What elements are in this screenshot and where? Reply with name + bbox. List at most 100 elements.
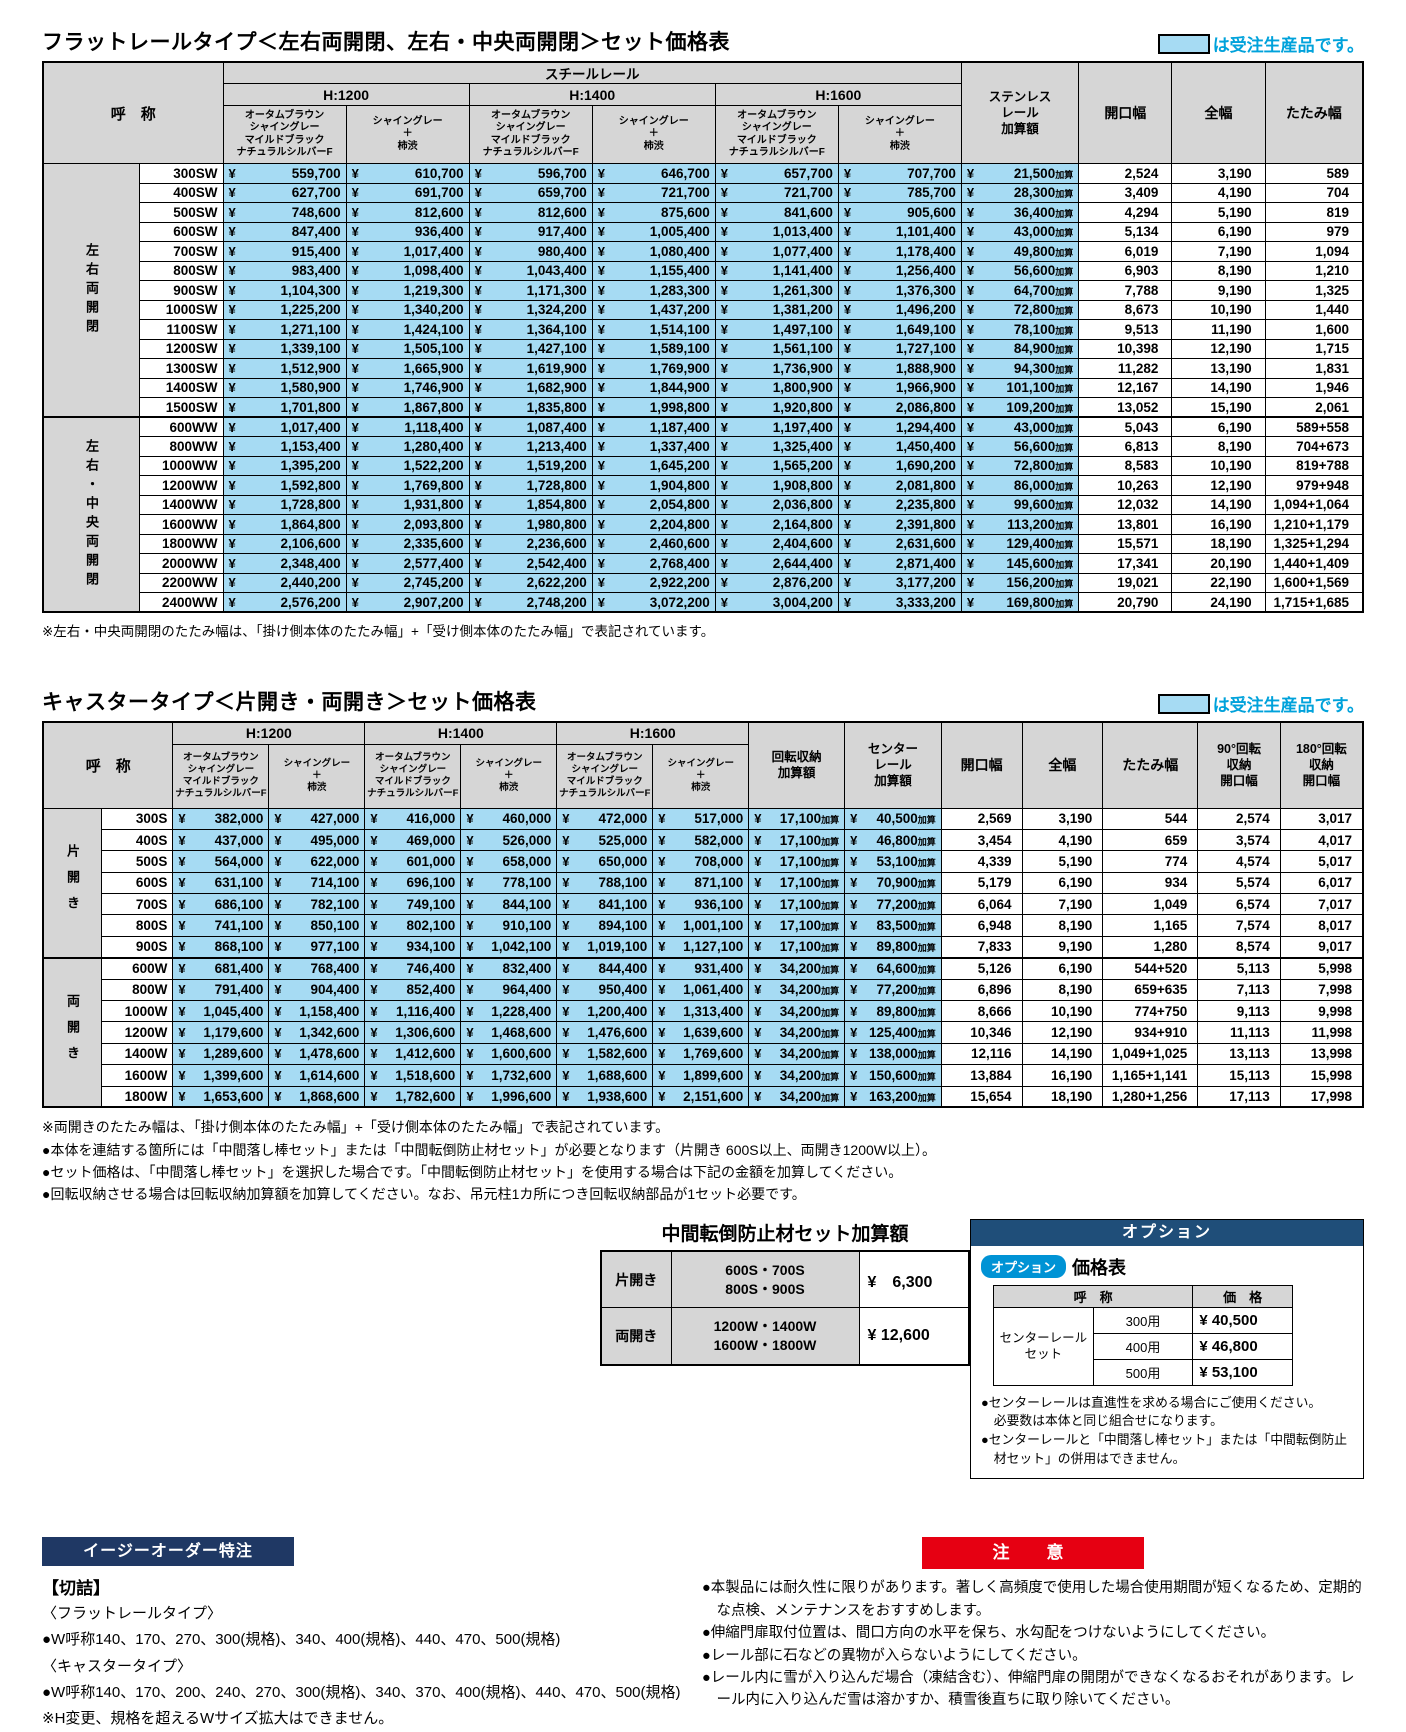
center-rail-surcharge: ¥125,400加算 xyxy=(844,1021,942,1044)
yen-symbol: ¥ xyxy=(966,594,975,610)
price-value: 517,000 xyxy=(694,811,744,827)
price-content: ¥17,100加算 xyxy=(750,918,844,933)
set-price: ¥2,768,400 xyxy=(591,553,716,574)
center-rail-surcharge: ¥83,500加算 xyxy=(844,914,942,937)
section2-title-row: キャスタータイプ＜片開き・両開き＞セット価格表 は受注生産品です。 xyxy=(42,686,1364,716)
yen-symbol: ¥ xyxy=(562,961,570,977)
stainless-rail-surcharge: ¥145,600加算 xyxy=(960,553,1080,574)
price-content: ¥936,400 xyxy=(347,224,468,239)
price-content: ¥17,100加算 xyxy=(750,853,844,869)
price-content: ¥34,200加算 xyxy=(750,982,844,997)
rotation-storage-surcharge: ¥34,200加算 xyxy=(748,1021,846,1044)
option-badge: オプション xyxy=(981,1255,1067,1279)
price-content: ¥1,043,400 xyxy=(470,263,591,278)
surcharge-suffix: 加算 xyxy=(1055,247,1074,258)
set-price: ¥1,098,400 xyxy=(345,260,470,281)
set-price: ¥1,769,600 xyxy=(652,1042,750,1066)
stainless-rail-surcharge: ¥84,900加算 xyxy=(960,338,1080,359)
price-content: ¥1,294,400 xyxy=(839,420,960,435)
yen-symbol: ¥ xyxy=(850,811,858,827)
yen-symbol: ¥ xyxy=(466,1003,474,1019)
price-value: 1,736,900 xyxy=(772,360,833,376)
yen-symbol: ¥ xyxy=(466,939,474,955)
option-notes: ●センターレールは直進性を求める場合にご使用ください。 必要数は本体と同じ組合せ… xyxy=(981,1394,1353,1468)
yen-symbol: ¥ xyxy=(228,360,236,376)
yen-symbol: ¥ xyxy=(562,982,570,998)
model-name: 1800W xyxy=(100,1085,174,1108)
price-content: ¥1,340,200 xyxy=(347,302,468,317)
set-price: ¥1,325,400 xyxy=(714,436,839,457)
price-value: 1,337,400 xyxy=(649,438,710,454)
price-content: ¥2,922,200 xyxy=(593,575,714,590)
price-value: 1,104,300 xyxy=(280,282,341,298)
price-content: ¥1,087,400 xyxy=(470,420,591,435)
yen-symbol: ¥ xyxy=(466,1046,474,1062)
opening-width: 20,790 xyxy=(1078,592,1173,613)
header-color-combo-a: オータムブラウン シャイングレー マイルドブラック ナチュラルシルバーF xyxy=(468,105,593,164)
rotation-storage-surcharge: ¥17,100加算 xyxy=(748,935,846,959)
set-price: ¥2,460,600 xyxy=(591,533,716,554)
price-value: 2,576,200 xyxy=(280,594,341,610)
price-value: 1,561,100 xyxy=(772,341,833,357)
price-content: ¥3,004,200 xyxy=(716,595,837,610)
note-line: ●センターレールは直進性を求める場合にご使用ください。 必要数は本体と同じ組合せ… xyxy=(981,1394,1322,1429)
overall-width: 8,190 xyxy=(1171,260,1266,281)
yen-symbol: ¥ xyxy=(966,185,975,201)
price-value: 1,197,400 xyxy=(772,419,833,435)
price-value: 2,036,800 xyxy=(772,497,833,513)
price-value: 17,100加算 xyxy=(779,896,840,912)
made-to-order-legend: は受注生産品です。 xyxy=(1157,691,1364,716)
yen-symbol: ¥ xyxy=(178,982,186,998)
price-value: 1,522,200 xyxy=(403,458,464,474)
price-value: 650,000 xyxy=(598,853,648,869)
yen-symbol: ¥ xyxy=(720,399,729,415)
price-value: 707,700 xyxy=(907,165,956,181)
yen-symbol: ¥ xyxy=(597,185,605,201)
price-value: 72,800加算 xyxy=(1013,458,1074,474)
price-content: ¥1,019,100 xyxy=(558,939,652,954)
yen-symbol: ¥ xyxy=(274,811,282,827)
set-price: ¥1,042,100 xyxy=(460,935,558,959)
price-table-row: 800W ¥791,400 ¥904,400 ¥852,400 ¥964,400 ¥950… xyxy=(43,978,1364,1002)
price-value: 17,100加算 xyxy=(779,853,840,869)
header-height-1400: H:1400 xyxy=(468,83,716,106)
set-price: ¥1,514,100 xyxy=(591,319,716,340)
opening-width: 6,903 xyxy=(1078,260,1173,281)
price-value: 1,800,900 xyxy=(772,380,833,396)
set-price: ¥696,100 xyxy=(364,871,462,895)
price-content: ¥1,381,200 xyxy=(716,302,837,317)
set-price: ¥910,100 xyxy=(460,914,558,937)
yen-symbol: ¥ xyxy=(658,939,666,955)
model-name: 1200W xyxy=(100,1021,174,1044)
price-content: ¥1,077,400 xyxy=(716,244,837,259)
yen-symbol: ¥ xyxy=(228,419,236,435)
model-list: 600S・700S 800S・900S xyxy=(670,1250,860,1309)
yen-symbol: ¥ xyxy=(720,497,729,513)
header-color-combo-a: オータムブラウン シャイングレー マイルドブラック ナチュラルシルバーF xyxy=(556,743,654,809)
price-value: 657,700 xyxy=(784,165,833,181)
price-content: ¥21,500加算 xyxy=(962,166,1077,181)
set-price: ¥1,187,400 xyxy=(591,416,716,437)
price-content: ¥1,649,100 xyxy=(839,322,960,337)
header-overall-width: 全幅 xyxy=(1021,721,1104,809)
yen-symbol: ¥ xyxy=(843,165,852,181)
price-value: 1,582,600 xyxy=(587,1046,648,1062)
price-content: ¥768,400 xyxy=(270,961,364,976)
set-price: ¥659,700 xyxy=(468,182,593,203)
center-rail-surcharge: ¥89,800加算 xyxy=(844,935,942,959)
surcharge-suffix: 加算 xyxy=(917,986,936,997)
stainless-rail-surcharge: ¥43,000加算 xyxy=(960,221,1080,242)
price-value: 785,700 xyxy=(907,185,956,201)
yen-symbol: ¥ xyxy=(466,832,474,848)
header-fold-width: たたみ幅 xyxy=(1264,61,1364,164)
row-group-label: 左右両開閉 xyxy=(42,163,140,418)
price-content: ¥89,800加算 xyxy=(846,939,941,954)
price-value: 841,600 xyxy=(784,204,833,220)
price-content: ¥2,631,600 xyxy=(839,536,960,551)
price-value: 1,080,400 xyxy=(649,243,710,259)
price-value: 2,644,400 xyxy=(772,555,833,571)
set-price: ¥622,000 xyxy=(268,850,366,873)
rotation-90-opening-width: 11,113 xyxy=(1197,1021,1281,1044)
price-content: ¥1,665,900 xyxy=(347,361,468,376)
yen-symbol: ¥ xyxy=(562,1025,570,1041)
